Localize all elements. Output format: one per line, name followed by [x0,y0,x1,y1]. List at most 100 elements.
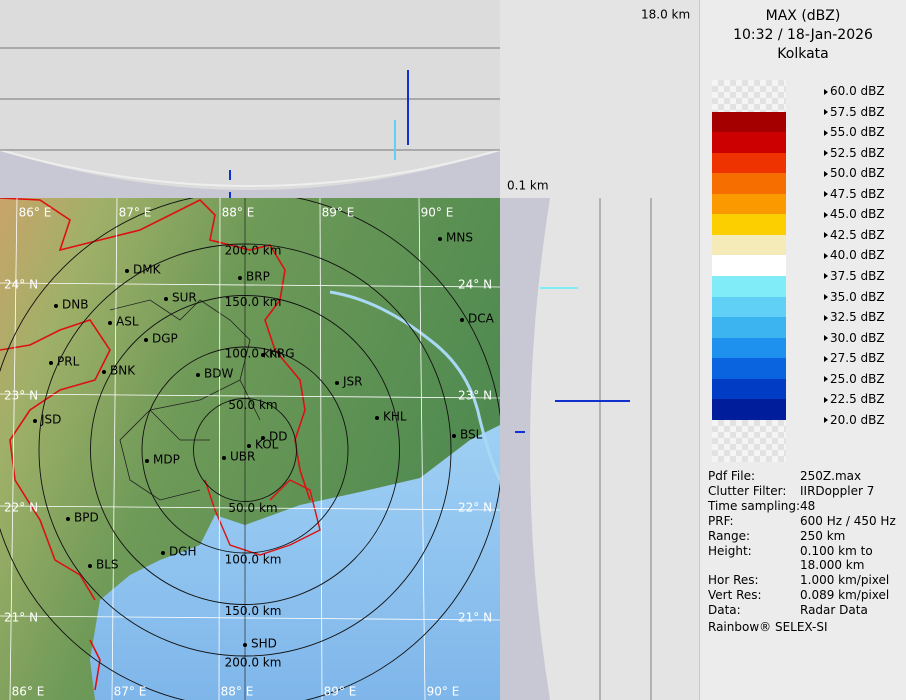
city-label: BNK [110,364,136,378]
city-label: JSR [342,375,363,389]
longitude-label: 87° E [114,685,147,699]
city-label: BRP [246,270,270,284]
latitude-label: 23° N [458,389,492,403]
range-label: 50.0 km [228,398,277,412]
info-key: Pdf File: [708,469,756,483]
longitude-label: 88° E [222,206,255,220]
legend-label: 27.5 dBZ [824,351,885,365]
longitude-label: 87° E [119,206,152,220]
graticule [0,198,500,700]
city-dot [222,456,226,460]
meridian [418,198,426,700]
city-dot [108,321,112,325]
city-dot [452,434,456,438]
legend-swatch [712,173,786,195]
city-dot [33,419,37,423]
range-rings [0,198,500,700]
info-key: Vert Res: [708,588,762,602]
sea [90,425,500,700]
info-value: 250 km [800,529,846,543]
city-label: DD [269,430,287,444]
info-key: Hor Res: [708,573,759,587]
range-label: 150.0 km [225,295,282,309]
legend-label: 45.0 dBZ [824,207,885,221]
meridian [111,198,118,700]
range-label: 50.0 km [228,501,277,515]
city-label: KOL [255,438,279,452]
city-label: SUR [172,291,197,305]
map: 86° E 86° E 87° E 87° E 88° E 88° E 89° E 89° E… [0,198,500,700]
longitude-label: 89° E [322,206,355,220]
city-dot [247,444,251,448]
city-label: BPD [74,511,99,525]
city-dot [243,643,247,647]
legend-label: 57.5 dBZ [824,105,885,119]
legend-panel: MAX (dBZ) 10:32 / 18-Jan-2026 Kolkata 60… [700,0,906,700]
city-label: ASL [116,315,139,329]
legend-label: 20.0 dBZ [824,413,885,427]
legend-swatch [712,337,786,359]
parallel [0,282,500,288]
city-dot [161,551,165,555]
parallel [0,393,500,399]
range-label: 200.0 km [225,244,282,258]
legend-swatch [712,193,786,215]
legend-swatch [712,255,786,277]
info-key: Time sampling: [708,499,801,513]
city-dot [88,564,92,568]
legend-label: 42.5 dBZ [824,228,885,242]
legend-swatch [712,214,786,236]
city-dot [164,297,168,301]
range-label: 150.0 km [225,604,282,618]
latitude-label: 22° N [4,501,38,515]
latitude-label: 21° N [4,611,38,625]
range-label: 100.0 km [225,553,282,567]
info-key: Clutter Filter: [708,484,787,498]
info-value: 0.089 km/pixel [800,588,890,602]
city-dot [125,269,129,273]
legend-blank [712,80,786,112]
city-label: KRG [269,347,295,361]
info-key: Data: [708,603,741,617]
title: MAX (dBZ) [765,8,841,24]
info-value: IIRDoppler 7 [800,484,875,498]
city-dot [375,416,379,420]
longitude-label: 88° E [221,685,254,699]
legend-label: 30.0 dBZ [824,331,885,345]
city-dot [261,436,265,440]
river [329,290,500,481]
city-label: DMK [133,263,162,277]
district-border [109,299,261,501]
city-dot [196,373,200,377]
city-label: BSL [460,428,483,442]
parallel [0,615,500,621]
legend-blank [712,420,786,462]
city-dot [66,517,70,521]
city-label: DCA [468,312,495,326]
profile-edge [0,149,501,187]
map-labels: 86° E 86° E 87° E 87° E 88° E 88° E 89° E 89° E… [4,206,495,699]
city-label: PRL [57,355,80,369]
longitude-label: 90° E [421,206,454,220]
info-value: 250Z.max [800,469,862,483]
info-value: 0.100 km to 18.000 km [800,544,873,572]
legend-swatch [712,111,786,133]
city-dot [49,361,53,365]
city-label: BDW [204,367,233,381]
latitude-label: 24° N [4,278,38,292]
state-border [89,639,101,691]
city-label: DNB [62,298,88,312]
latitude-label: 23° N [4,389,38,403]
state-border [204,479,321,556]
latitude-label: 24° N [458,278,492,292]
profile-shade [500,198,550,700]
city-dot [261,353,265,357]
legend-swatch [712,296,786,318]
legend-label: 37.5 dBZ [824,269,885,283]
legend-label: 55.0 dBZ [824,125,885,139]
legend-swatch [712,234,786,256]
city-label: DGP [152,332,178,346]
range-label: 100.0 km [225,347,282,361]
top-height-label: 18.0 km [641,8,690,22]
city-dot [438,237,442,241]
